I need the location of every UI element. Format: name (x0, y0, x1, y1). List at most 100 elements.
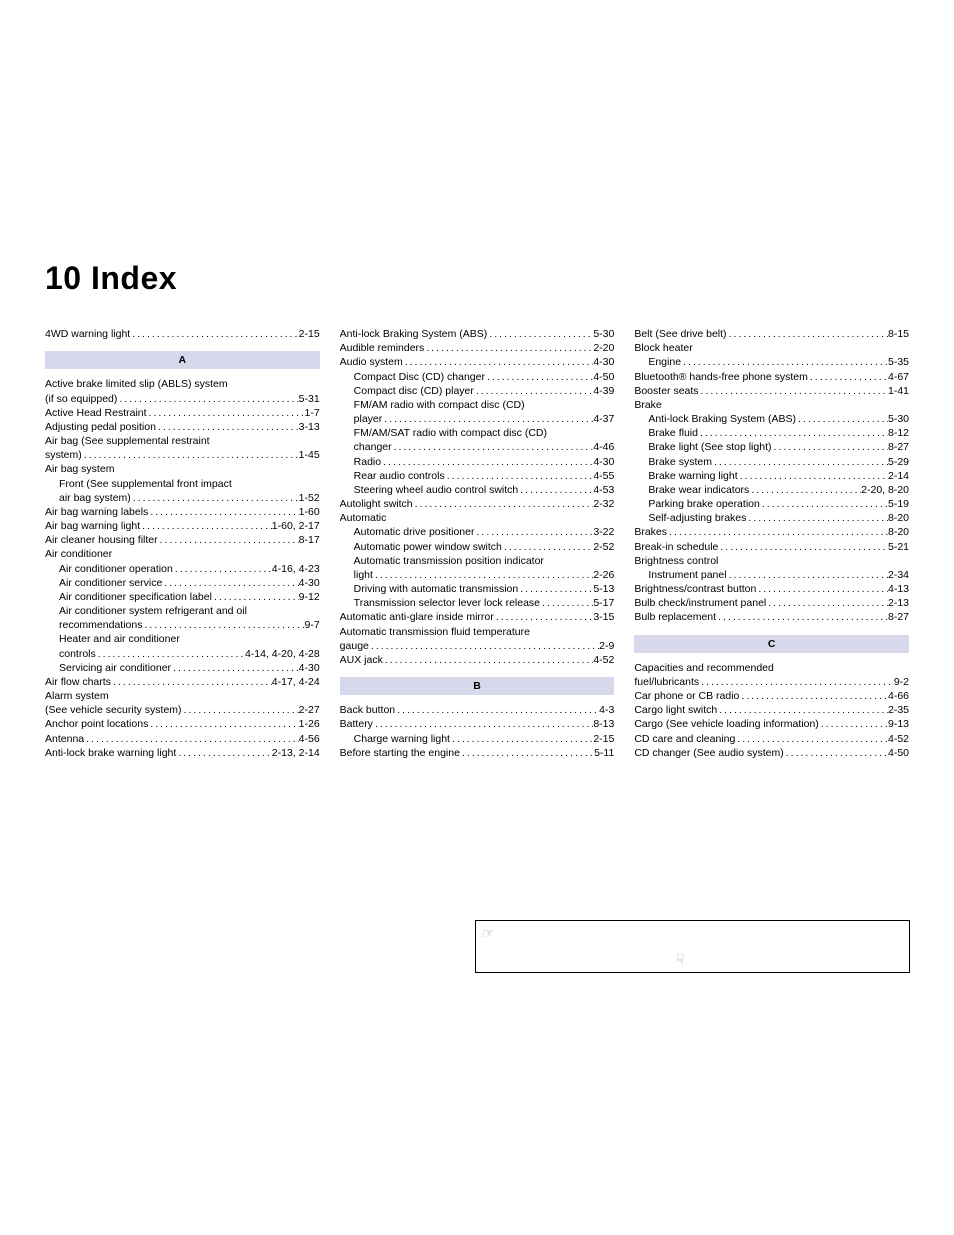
index-entry-page: 5-29 (888, 455, 909, 469)
index-entry-page: 1-52 (299, 491, 320, 505)
index-entry: Cargo (See vehicle loading information)9… (634, 717, 909, 731)
index-column: 4WD warning light2-15AActive brake limit… (45, 327, 320, 760)
leader-dots (667, 525, 888, 539)
index-entry-label: gauge (340, 639, 369, 653)
index-entry-page: 5-11 (594, 746, 614, 760)
leader-dots (445, 469, 594, 483)
index-entry-page: 5-30 (593, 327, 614, 341)
leader-dots (382, 412, 593, 426)
index-entry: Brake (634, 398, 909, 412)
index-entry-page: 9-13 (888, 717, 909, 731)
index-entry-page: 4-37 (593, 412, 614, 426)
leader-dots (760, 497, 888, 511)
index-entry-page: 3-22 (593, 525, 614, 539)
leader-dots (766, 596, 888, 610)
index-entry-page: 4-52 (593, 653, 614, 667)
leader-dots (158, 533, 299, 547)
index-entry: Brake system 5-29 (634, 455, 909, 469)
leader-dots (182, 703, 299, 717)
leader-dots (518, 582, 593, 596)
index-entry-label: Air conditioner service (59, 576, 162, 590)
index-entry-label: controls (59, 647, 96, 661)
index-entry-page: 2-15 (593, 732, 614, 746)
leader-dots (84, 732, 299, 746)
index-entry-label: light (354, 568, 373, 582)
index-entry-label: FM/AM radio with compact disc (CD) (354, 398, 525, 412)
index-entry: Adjusting pedal position3-13 (45, 420, 320, 434)
leader-dots (130, 327, 298, 341)
index-entry-page: 4-56 (299, 732, 320, 746)
leader-dots (383, 653, 593, 667)
index-entry: Audible reminders2-20 (340, 341, 615, 355)
index-entry: Compact Disc (CD) changer4-50 (340, 370, 615, 384)
leader-dots (413, 497, 594, 511)
index-entry: Heater and air conditioner (45, 632, 320, 646)
index-entry-page: 2-20 (593, 341, 614, 355)
index-entry: Before starting the engine5-11 (340, 746, 615, 760)
leader-dots (796, 412, 888, 426)
index-entry: CD care and cleaning4-52 (634, 732, 909, 746)
index-entry-page: 4-30 (299, 576, 320, 590)
index-entry-label: Air bag system (45, 462, 114, 476)
leader-dots (699, 384, 888, 398)
index-entry-label: Brakes (634, 525, 667, 539)
index-entry-page: 4-17, 4-24 (272, 675, 320, 689)
index-entry: Antenna4-56 (45, 732, 320, 746)
index-entry-label: Brake system (648, 455, 712, 469)
index-entry: Brake wear indicators2-20, 8-20 (634, 483, 909, 497)
index-entry-page: 1-41 (888, 384, 909, 398)
leader-dots (756, 582, 888, 596)
leader-dots (369, 639, 599, 653)
index-entry-label: Front (See supplemental front impact (59, 477, 232, 491)
index-entry-page: 5-19 (888, 497, 909, 511)
index-entry: CD changer (See audio system)4-50 (634, 746, 909, 760)
index-entry-label: Automatic power window switch (354, 540, 502, 554)
index-entry-label: FM/AM/SAT radio with compact disc (CD) (354, 426, 547, 440)
index-entry-page: 2-14 (888, 469, 909, 483)
index-entry-label: Audio system (340, 355, 403, 369)
index-entry-label: Anti-lock Braking System (ABS) (340, 327, 488, 341)
leader-dots (727, 327, 888, 341)
index-entry-label: Break-in schedule (634, 540, 718, 554)
index-entry: Booster seats1-41 (634, 384, 909, 398)
leader-dots (131, 491, 299, 505)
index-entry-label: Car phone or CB radio (634, 689, 739, 703)
index-entry-label: Air conditioner (45, 547, 112, 561)
index-entry: Air conditioner system refrigerant and o… (45, 604, 320, 618)
index-entry-page: 4-30 (593, 455, 614, 469)
index-entry: Autolight switch2-32 (340, 497, 615, 511)
index-entry-label: Steering wheel audio control switch (354, 483, 519, 497)
leader-dots (494, 610, 594, 624)
index-entry: Belt (See drive belt)8-15 (634, 327, 909, 341)
index-entry-page: 9-7 (304, 618, 319, 632)
index-entry: Steering wheel audio control switch4-53 (340, 483, 615, 497)
index-entry-page: 2-35 (888, 703, 909, 717)
index-entry-page: 4-46 (593, 440, 614, 454)
index-entry-label: Brake light (See stop light) (648, 440, 771, 454)
index-entry: Radio4-30 (340, 455, 615, 469)
leader-dots (784, 746, 888, 760)
index-entry: fuel/lubricants9-2 (634, 675, 909, 689)
index-entry-label: Bulb replacement (634, 610, 716, 624)
index-entry-label: Brightness/contrast button (634, 582, 756, 596)
leader-dots (727, 568, 888, 582)
leader-dots (717, 703, 888, 717)
index-entry: Automatic power window switch2-52 (340, 540, 615, 554)
index-entry-label: Autolight switch (340, 497, 413, 511)
index-entry: (if so equipped)5-31 (45, 392, 320, 406)
index-entry-label: Brake (634, 398, 661, 412)
leader-dots (171, 661, 299, 675)
index-entry-label: AUX jack (340, 653, 383, 667)
index-entry-label: Servicing air conditioner (59, 661, 171, 675)
index-entry: Rear audio controls4-55 (340, 469, 615, 483)
index-entry-label: Instrument panel (648, 568, 726, 582)
leader-dots (147, 406, 305, 420)
index-entry: Battery8-13 (340, 717, 615, 731)
index-entry-page: 4-50 (888, 746, 909, 760)
index-entry-page: 8-20 (888, 525, 909, 539)
index-entry-page: 5-13 (593, 582, 614, 596)
leader-dots (140, 519, 272, 533)
index-entry-label: Air conditioner specification label (59, 590, 212, 604)
index-entry-label: Rear audio controls (354, 469, 445, 483)
section-header: C (634, 635, 909, 653)
